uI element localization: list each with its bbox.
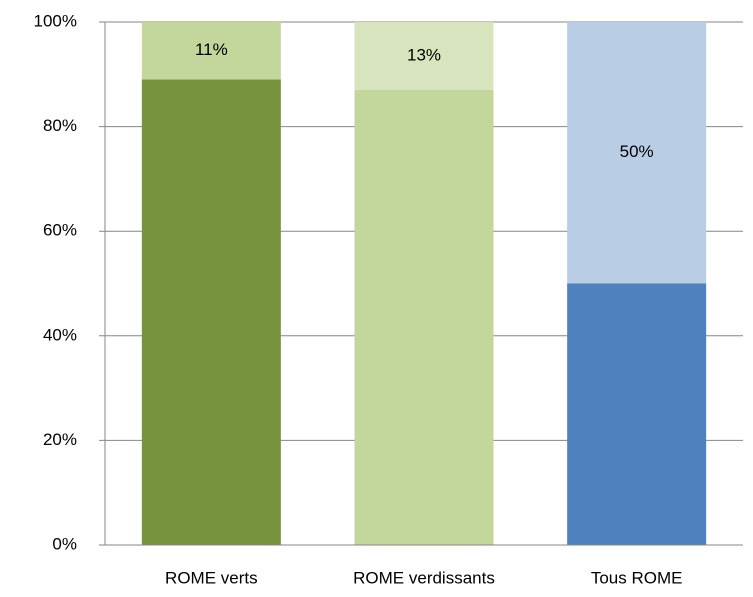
bar-segment xyxy=(567,283,707,545)
y-tick-label: 0% xyxy=(52,534,77,553)
y-tick-label: 40% xyxy=(43,325,77,344)
data-label: 50% xyxy=(620,142,654,161)
bar-segment xyxy=(567,22,707,284)
x-tick-label: ROME verts xyxy=(165,568,258,587)
x-tick-label: ROME verdissants xyxy=(353,568,495,587)
y-tick-label: 20% xyxy=(43,430,77,449)
bar-segment xyxy=(141,22,281,80)
y-tick-label: 80% xyxy=(43,116,77,135)
y-tick-label: 100% xyxy=(34,11,77,30)
bar-segment xyxy=(354,89,494,546)
x-tick-label: Tous ROME xyxy=(591,568,683,587)
y-tick-label: 60% xyxy=(43,221,77,240)
bar-segment xyxy=(354,22,494,90)
data-label: 13% xyxy=(407,45,441,64)
data-label: 11% xyxy=(195,40,228,59)
bar-segment xyxy=(141,79,281,545)
